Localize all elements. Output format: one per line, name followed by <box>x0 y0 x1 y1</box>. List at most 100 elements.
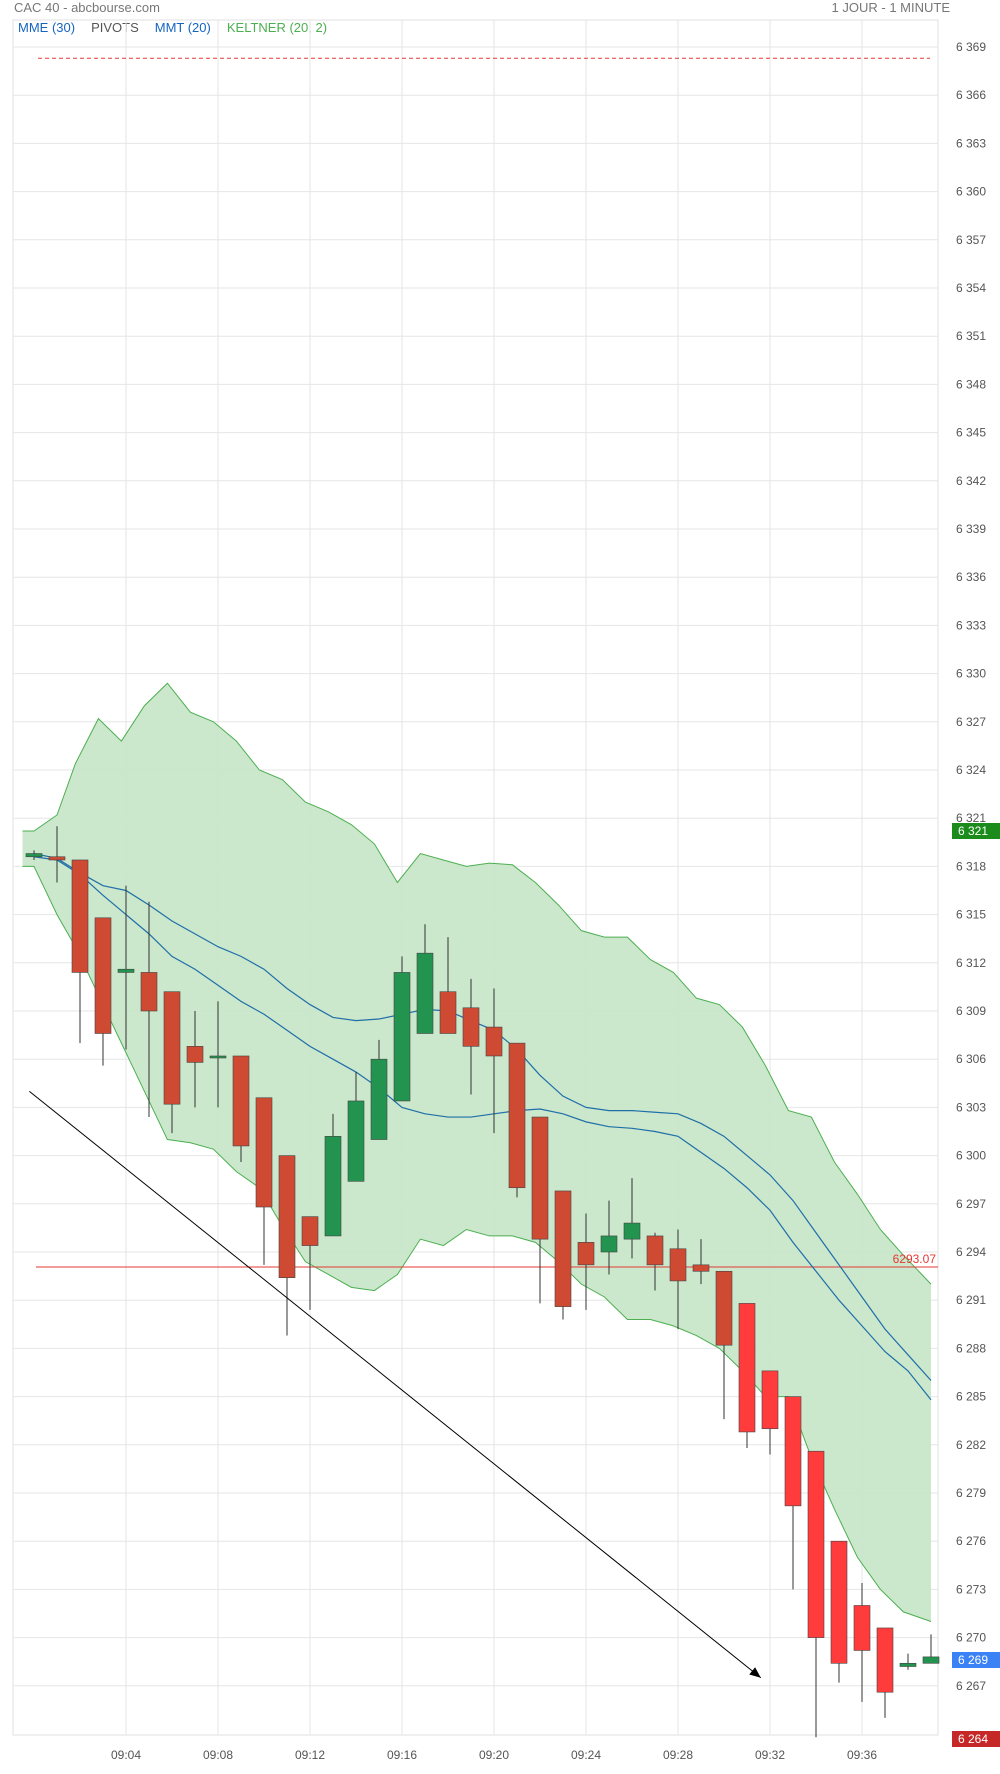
y-tick-label: 6 300 <box>956 1149 986 1163</box>
candle-body[interactable] <box>462 1007 480 1047</box>
y-tick-label: 6 279 <box>956 1486 986 1500</box>
trend-arrow-head <box>749 1667 761 1678</box>
candle-body[interactable] <box>623 1222 641 1240</box>
y-tick-label: 6 303 <box>956 1100 986 1114</box>
candle-body[interactable] <box>163 991 181 1105</box>
candle-body[interactable] <box>554 1190 572 1307</box>
chart-title: CAC 40 - abcbourse.com <box>14 0 160 15</box>
y-tick-label: 6 282 <box>956 1438 986 1452</box>
candle-body[interactable] <box>94 917 112 1034</box>
candle-body[interactable] <box>324 1136 342 1237</box>
mmt-20-line <box>33 856 932 1401</box>
candle-body[interactable] <box>232 1055 250 1147</box>
y-tick-label: 6 270 <box>956 1631 986 1645</box>
y-tick-label: 6 369 <box>956 40 986 54</box>
candle-body[interactable] <box>784 1396 802 1507</box>
candle-body[interactable] <box>209 1055 227 1059</box>
plot-frame <box>12 19 939 1736</box>
candle-body[interactable] <box>347 1100 365 1182</box>
candle-body[interactable] <box>669 1248 687 1282</box>
y-tick-label: 6 351 <box>956 329 986 343</box>
legend-pivots[interactable]: PIVOTS <box>91 20 139 35</box>
candle-body[interactable] <box>807 1450 825 1638</box>
chart-period[interactable]: 1 JOUR - 1 MINUTE <box>831 0 950 15</box>
y-tick-label: 6 297 <box>956 1197 986 1211</box>
keltner-band <box>22 683 931 1622</box>
candle-body[interactable] <box>186 1046 204 1063</box>
y-tick-label: 6 342 <box>956 474 986 488</box>
x-tick-label: 09:32 <box>755 1748 785 1762</box>
candle-body[interactable] <box>761 1370 779 1430</box>
x-tick-label: 09:20 <box>479 1748 509 1762</box>
candle-body[interactable] <box>140 972 158 1012</box>
candle-body[interactable] <box>393 972 411 1102</box>
y-tick-label: 6 366 <box>956 88 986 102</box>
y-tick-label: 6 315 <box>956 908 986 922</box>
candle-body[interactable] <box>531 1116 549 1240</box>
candle-body[interactable] <box>692 1264 710 1272</box>
candle-body[interactable] <box>485 1026 503 1057</box>
candle-body[interactable] <box>370 1058 388 1140</box>
candle-body[interactable] <box>25 853 43 858</box>
price-badge-low: 6 264 <box>952 1730 1000 1747</box>
candle-body[interactable] <box>876 1627 894 1693</box>
y-tick-label: 6 318 <box>956 859 986 873</box>
candle-body[interactable] <box>899 1663 917 1667</box>
candle-body[interactable] <box>278 1155 296 1279</box>
price-badge-high: 6 321 <box>952 823 1000 840</box>
y-tick-label: 6 273 <box>956 1582 986 1596</box>
candle-body[interactable] <box>646 1235 664 1266</box>
candle-body[interactable] <box>439 991 457 1034</box>
candle-body[interactable] <box>738 1303 756 1433</box>
y-tick-label: 6 327 <box>956 715 986 729</box>
y-tick-label: 6 363 <box>956 136 986 150</box>
candle-body[interactable] <box>416 952 434 1034</box>
x-tick-label: 09:24 <box>571 1748 601 1762</box>
x-tick-label: 09:12 <box>295 1748 325 1762</box>
x-tick-label: 09:04 <box>111 1748 141 1762</box>
x-tick-label: 09:36 <box>847 1748 877 1762</box>
y-tick-label: 6 309 <box>956 1004 986 1018</box>
candle-body[interactable] <box>577 1242 595 1266</box>
y-tick-label: 6 267 <box>956 1679 986 1693</box>
y-tick-label: 6 324 <box>956 763 986 777</box>
candle-body[interactable] <box>600 1235 618 1253</box>
trend-arrow-line[interactable] <box>29 1090 762 1679</box>
y-tick-label: 6 276 <box>956 1534 986 1548</box>
mme-30-line <box>33 852 932 1381</box>
y-tick-label: 6 288 <box>956 1341 986 1355</box>
y-tick-label: 6 312 <box>956 956 986 970</box>
candle-body[interactable] <box>715 1270 733 1346</box>
y-tick-label: 6 345 <box>956 426 986 440</box>
candle-body[interactable] <box>922 1656 940 1664</box>
x-tick-label: 09:08 <box>203 1748 233 1762</box>
y-tick-label: 6 291 <box>956 1293 986 1307</box>
x-tick-label: 09:28 <box>663 1748 693 1762</box>
candle-body[interactable] <box>117 968 135 973</box>
candle-body[interactable] <box>853 1605 871 1651</box>
y-tick-label: 6 339 <box>956 522 986 536</box>
y-tick-label: 6 321 <box>956 811 986 825</box>
candle-body[interactable] <box>71 859 89 973</box>
keltner-upper-line <box>22 682 932 1285</box>
y-tick-label: 6 348 <box>956 377 986 391</box>
candle-body[interactable] <box>508 1042 526 1189</box>
y-tick-label: 6 330 <box>956 667 986 681</box>
y-tick-label: 6 360 <box>956 185 986 199</box>
price-badge-last: 6 269 <box>952 1652 1000 1669</box>
y-tick-label: 6 336 <box>956 570 986 584</box>
candle-body[interactable] <box>48 856 66 861</box>
legend-keltner[interactable]: KELTNER (20, 2) <box>226 20 328 35</box>
y-tick-label: 6 285 <box>956 1390 986 1404</box>
legend-mme[interactable]: MME (30) <box>18 20 76 35</box>
pivot-label: 6293.07 <box>893 1252 937 1266</box>
candle-body[interactable] <box>255 1097 273 1208</box>
candle-body[interactable] <box>301 1216 319 1246</box>
y-tick-label: 6 333 <box>956 618 986 632</box>
y-tick-label: 6 294 <box>956 1245 986 1259</box>
candle-body[interactable] <box>830 1540 848 1664</box>
legend-mmt[interactable]: MMT (20) <box>154 20 211 35</box>
y-tick-label: 6 306 <box>956 1052 986 1066</box>
x-tick-label: 09:16 <box>387 1748 417 1762</box>
